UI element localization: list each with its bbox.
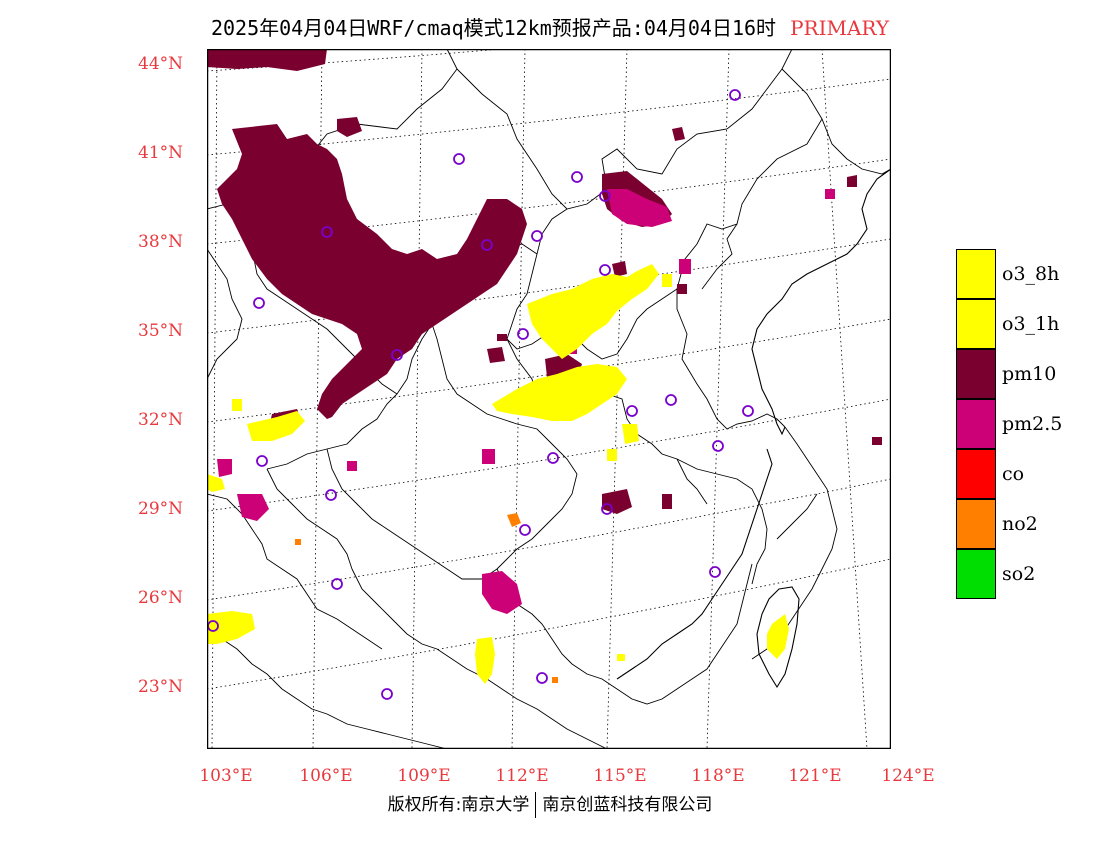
- lat-label-23: 23°N: [138, 677, 184, 697]
- pollution-map: [207, 49, 891, 749]
- pollutant-tag: PRIMARY: [790, 16, 890, 40]
- lon-label-103: 103°E: [199, 766, 253, 786]
- lat-label-26: 26°N: [138, 588, 184, 608]
- lon-label-106: 106°E: [299, 766, 353, 786]
- legend-item-pm10: pm10: [956, 349, 1096, 399]
- legend: o3_8h o3_1h pm10 pm2.5 co no2 so2: [956, 249, 1096, 599]
- legend-swatch-co: [956, 449, 996, 499]
- lat-label-44: 44°N: [138, 54, 184, 74]
- legend-label-so2: so2: [1002, 563, 1036, 585]
- map-title: 2025年04月04日WRF/cmaq模式12km预报产品:04月04日16时: [210, 16, 777, 40]
- graticule: [207, 49, 891, 749]
- legend-swatch-pm25: [956, 399, 996, 449]
- legend-label-o3-8h: o3_8h: [1002, 263, 1060, 285]
- lon-label-121: 121°E: [788, 766, 842, 786]
- lat-label-38: 38°N: [138, 232, 184, 252]
- lon-label-115: 115°E: [593, 766, 647, 786]
- no2-regions: [295, 513, 558, 683]
- map-title-row: 2025年04月04日WRF/cmaq模式12km预报产品:04月04日16时 P…: [0, 12, 1100, 41]
- lat-label-29: 29°N: [138, 499, 184, 519]
- legend-label-o3-1h: o3_1h: [1002, 313, 1060, 335]
- legend-swatch-pm10: [956, 349, 996, 399]
- lon-label-112: 112°E: [495, 766, 549, 786]
- legend-swatch-o3-8h: [956, 249, 996, 299]
- copyright-footer: 版权所有:南京大学 南京创蓝科技有限公司: [0, 790, 1100, 818]
- legend-label-co: co: [1002, 463, 1025, 485]
- legend-label-pm10: pm10: [1002, 363, 1057, 385]
- lon-label-124: 124°E: [881, 766, 935, 786]
- lat-label-35: 35°N: [138, 321, 184, 341]
- o3-regions: [207, 264, 789, 684]
- legend-swatch-so2: [956, 549, 996, 599]
- lat-label-41: 41°N: [138, 143, 184, 163]
- legend-label-pm25: pm2.5: [1002, 413, 1063, 435]
- pm25-regions: [217, 189, 835, 614]
- legend-item-co: co: [956, 449, 1096, 499]
- footer-separator: [535, 792, 537, 818]
- legend-item-o3-1h: o3_1h: [956, 299, 1096, 349]
- legend-item-so2: so2: [956, 549, 1096, 599]
- map-border: [207, 49, 891, 749]
- legend-item-no2: no2: [956, 499, 1096, 549]
- lat-label-32: 32°N: [138, 410, 184, 430]
- lon-label-109: 109°E: [397, 766, 451, 786]
- copyright-right: 南京创蓝科技有限公司: [542, 795, 713, 815]
- legend-item-o3-8h: o3_8h: [956, 249, 1096, 299]
- legend-label-no2: no2: [1002, 513, 1038, 535]
- copyright-left: 版权所有:南京大学: [387, 795, 530, 815]
- legend-swatch-no2: [956, 499, 996, 549]
- legend-item-pm25: pm2.5: [956, 399, 1096, 449]
- lon-label-118: 118°E: [691, 766, 745, 786]
- legend-swatch-o3-1h: [956, 299, 996, 349]
